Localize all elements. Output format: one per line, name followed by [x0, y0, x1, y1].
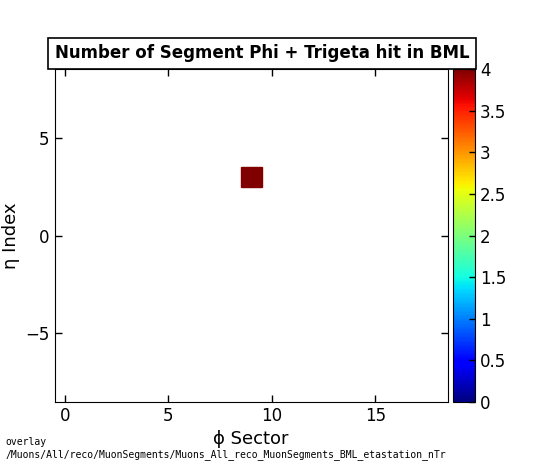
Y-axis label: η Index: η Index: [2, 202, 20, 269]
Bar: [241, 167, 262, 187]
Text: overlay
/Muons/All/reco/MuonSegments/Muons_All_reco_MuonSegments_BML_etastation_: overlay /Muons/All/reco/MuonSegments/Muo…: [5, 437, 446, 460]
X-axis label: ϕ Sector: ϕ Sector: [213, 431, 289, 448]
Text: Number of Segment Phi + Trigeta hit in BML: Number of Segment Phi + Trigeta hit in B…: [55, 44, 469, 62]
